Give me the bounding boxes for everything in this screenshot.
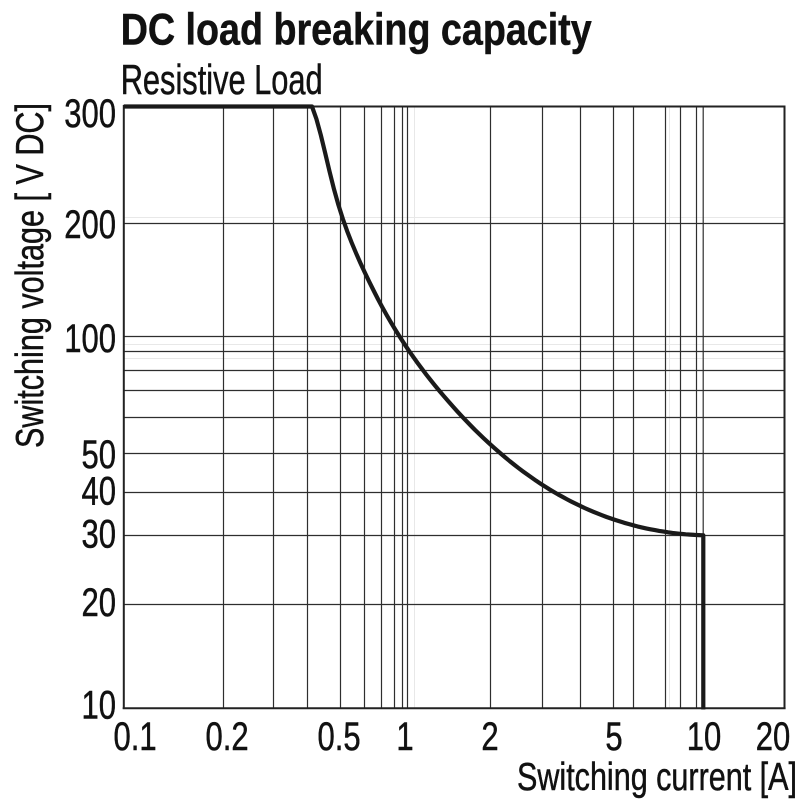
svg-text:200: 200 [64, 201, 116, 247]
svg-text:2: 2 [481, 713, 498, 759]
svg-text:0.1: 0.1 [113, 713, 156, 759]
svg-text:10: 10 [81, 681, 116, 727]
svg-text:20: 20 [81, 579, 116, 625]
svg-text:50: 50 [81, 431, 116, 477]
svg-text:5: 5 [605, 713, 622, 759]
svg-text:300: 300 [64, 90, 116, 136]
svg-text:20: 20 [756, 713, 791, 759]
svg-text:30: 30 [81, 511, 116, 557]
svg-text:Resistive Load: Resistive Load [121, 56, 323, 103]
svg-text:1: 1 [396, 713, 413, 759]
svg-text:40: 40 [81, 468, 116, 514]
svg-text:DC load breaking capacity: DC load breaking capacity [121, 6, 592, 55]
svg-text:100: 100 [64, 315, 116, 361]
svg-text:0.5: 0.5 [317, 713, 360, 759]
svg-text:Switching voltage [ V DC]: Switching voltage [ V DC] [9, 103, 52, 448]
svg-text:0.2: 0.2 [205, 713, 248, 759]
svg-text:Switching current [A]: Switching current [A] [517, 756, 797, 799]
svg-text:10: 10 [687, 713, 722, 759]
